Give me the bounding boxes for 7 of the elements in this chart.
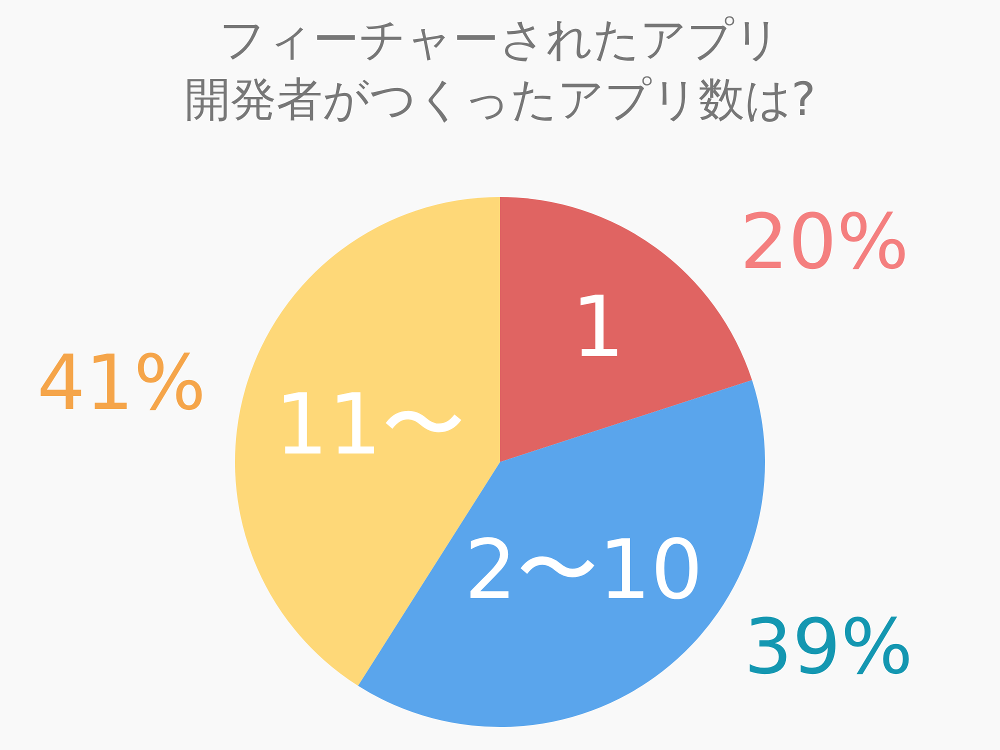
slice-label: 1 — [571, 278, 625, 376]
data-label: 41% — [37, 338, 206, 427]
data-label: 20% — [740, 197, 909, 286]
slice-label: 11〜 — [274, 375, 466, 474]
chart-title: フィーチャーされたアプリ開発者がつくったアプリ数は? — [184, 12, 816, 126]
slice-label: 2〜10 — [464, 523, 703, 618]
data-label: 39% — [744, 602, 913, 691]
